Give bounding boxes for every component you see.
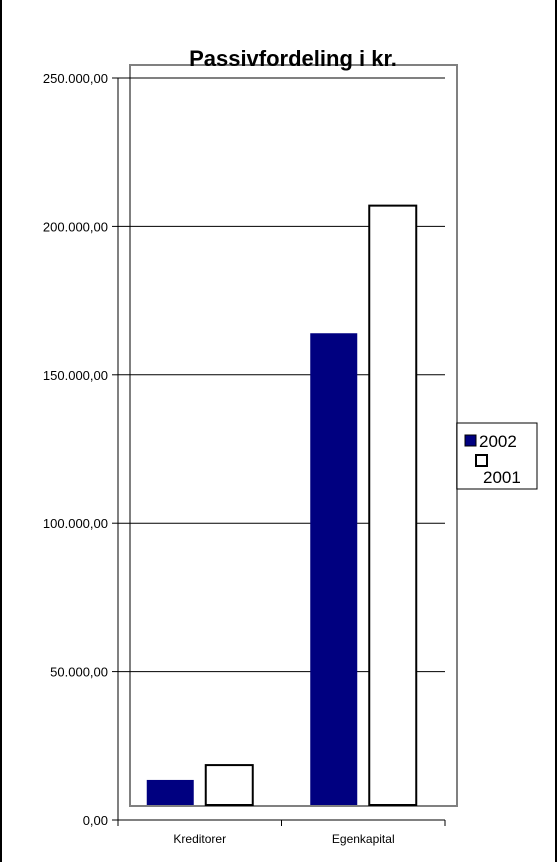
legend-label-2001: 2001 <box>483 468 521 487</box>
bars <box>146 204 418 806</box>
y-tick-label: 150.000,00 <box>43 368 108 383</box>
bar-2001-egenkapital <box>368 204 418 806</box>
axis-labels: 0,00 50.000,00 100.000,00 150.000,00 200.000… <box>43 71 395 846</box>
legend-box <box>456 422 538 490</box>
y-tick-label: 100.000,00 <box>43 516 108 531</box>
bar-2002-egenkapital <box>310 333 358 805</box>
chart-title: Passivfordeling i kr. <box>189 46 397 71</box>
x-category-label: Egenkapital <box>332 832 395 846</box>
y-tick-label: 250.000,00 <box>43 71 108 86</box>
x-category-label: Kreditorer <box>173 832 226 846</box>
y-tick-label: 0,00 <box>83 813 108 828</box>
gridlines <box>118 77 445 673</box>
legend-swatch-2001 <box>475 454 488 467</box>
legend: 2002 2001 <box>456 422 538 490</box>
axes <box>112 77 446 826</box>
y-tick-label: 200.000,00 <box>43 219 108 234</box>
bar-2002-kreditorer <box>146 779 194 805</box>
legend-swatch-2002 <box>464 434 477 447</box>
bar-2001-kreditorer <box>204 764 254 806</box>
legend-label-2002: 2002 <box>479 432 517 451</box>
y-tick-label: 50.000,00 <box>50 665 108 680</box>
